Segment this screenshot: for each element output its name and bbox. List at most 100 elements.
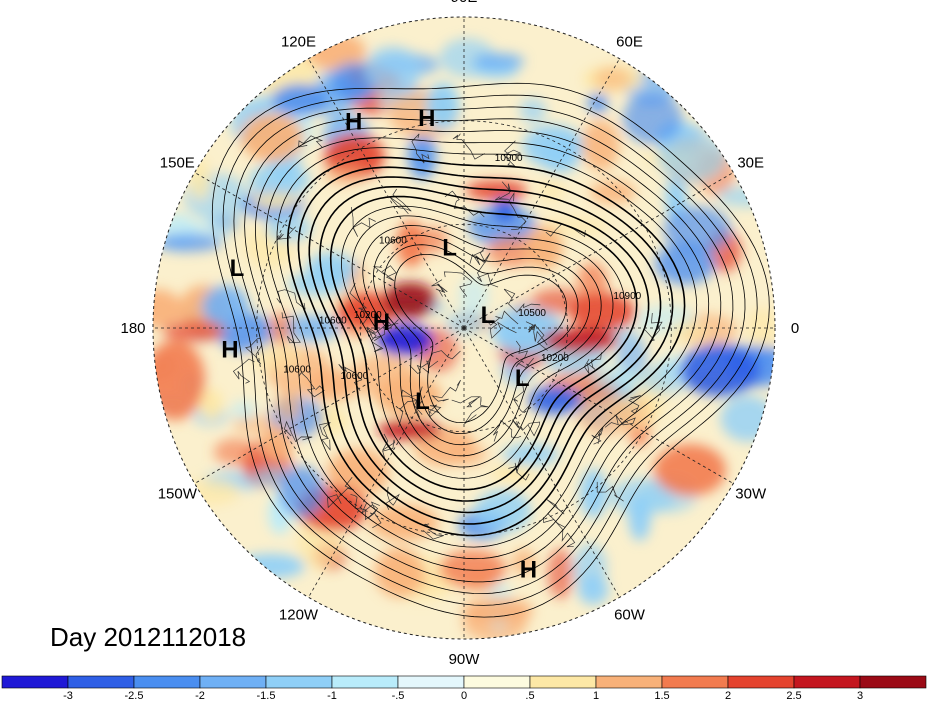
coastline-segment (473, 250, 499, 288)
coastline-segment (298, 135, 324, 148)
coastline-segment (596, 481, 624, 502)
contour-label: 10500 (518, 308, 546, 319)
longitude-label: 0 (791, 320, 799, 337)
anomaly-core (378, 420, 442, 440)
anomaly-patch (210, 214, 242, 233)
longitude-label: 150W (158, 486, 198, 503)
colorbar-tick-label: 2.5 (786, 690, 801, 702)
coastline-segment (452, 133, 485, 160)
anomaly-patch (519, 98, 547, 123)
anomaly-patch (153, 289, 182, 328)
coastline-segment (284, 420, 313, 443)
low-pressure-marker: L (515, 365, 530, 392)
coastline-segment (232, 358, 255, 384)
colorbar-swatch (793, 675, 861, 689)
longitude-label: 60E (616, 33, 643, 50)
contour-label: 10900 (613, 291, 641, 302)
anomaly-patch (426, 83, 460, 130)
anomaly-patch (445, 311, 487, 335)
coastline-segment (464, 396, 489, 425)
colorbar-tick-label: 1.5 (654, 690, 669, 702)
colorbar: -3 -2.5 -2 -1.5 -1 -.5 0 .5 1 1.5 2 2.5 3 (1, 675, 927, 702)
coastline-segment (444, 190, 485, 218)
high-pressure-marker: H (373, 309, 390, 336)
high-pressure-marker: H (418, 105, 435, 132)
colorbar-tick-label: -3 (63, 690, 73, 702)
meridian (308, 58, 465, 329)
coastline-segment (389, 188, 412, 215)
anomaly-core (542, 328, 618, 352)
coastline-segment (431, 379, 461, 402)
height-contour (394, 254, 567, 424)
colorbar-tick-label: 1 (593, 690, 599, 702)
anomaly-patch (154, 233, 223, 252)
colorbar-swatch (529, 675, 597, 689)
anomaly-patch (542, 216, 609, 237)
longitude-label: 60W (614, 607, 646, 624)
coastline-segment (494, 181, 512, 201)
anomaly-patch (472, 53, 525, 70)
coastline-segment (431, 279, 448, 297)
height-contour (254, 127, 722, 571)
anomaly-patch (720, 395, 775, 442)
low-pressure-marker: L (230, 255, 245, 282)
coastline-segment (543, 517, 576, 548)
anomaly-core (377, 324, 433, 356)
anomaly-patch (491, 464, 535, 482)
anomaly-patch (593, 67, 632, 91)
colorbar-swatch (595, 675, 663, 689)
anomaly-patch (337, 291, 397, 328)
anomaly-core (153, 340, 205, 420)
colorbar-swatch (265, 675, 333, 689)
coastline-segment (486, 310, 519, 326)
graticule (153, 17, 775, 639)
pressure-centers: H H L L H L H L L H (221, 105, 537, 583)
coastline-segment (349, 283, 370, 326)
anomaly-patch (657, 131, 727, 183)
longitude-label: 120W (279, 607, 319, 624)
anomaly-patch (581, 120, 620, 171)
low-pressure-marker: L (415, 388, 430, 415)
coastline-segment (427, 404, 442, 418)
contour-label: 10200 (354, 310, 382, 321)
contour-label: 10600 (319, 315, 347, 326)
colorbar-swatch (463, 675, 531, 689)
coastline-segment (276, 226, 296, 241)
meridian (463, 327, 620, 598)
coastline-segment (372, 265, 397, 282)
anomaly-patch (200, 388, 223, 422)
height-contour (351, 215, 614, 468)
coastline-segment (411, 133, 430, 164)
parallel (359, 223, 569, 433)
anomaly-patch (213, 438, 257, 466)
coastline-segment (644, 312, 663, 342)
coastline-segment (511, 419, 541, 437)
meridian (194, 327, 465, 484)
anomaly-patch (439, 550, 507, 589)
coastline-segment (469, 247, 491, 266)
anomaly-patch (511, 549, 536, 575)
contour-label: 10600 (340, 371, 368, 382)
coastline-segment (583, 352, 602, 374)
anomaly-patch (716, 185, 775, 208)
anomaly-patch (576, 395, 636, 436)
high-pressure-marker: H (345, 109, 362, 136)
longitude-label: 120E (281, 33, 316, 50)
map-boundary (152, 16, 776, 640)
coastline-segment (327, 476, 354, 509)
meridian (308, 327, 465, 598)
anomaly-patch (667, 320, 708, 342)
anomaly-patch (230, 400, 258, 421)
coastline-segment (512, 380, 532, 413)
anomaly-patch (236, 553, 305, 579)
colorbar-swatch (859, 675, 927, 689)
meridian (463, 58, 620, 329)
contour-labels: 10900 10600 10600 10200 10600 10200 10500 10900… (283, 153, 641, 382)
colorbar-tick-label: -2.5 (125, 690, 144, 702)
colorbar-tick-label: -1 (327, 690, 337, 702)
longitude-label: 90E (451, 0, 478, 6)
anomaly-core (272, 84, 328, 116)
longitude-label: 150E (160, 155, 195, 172)
height-contour (297, 166, 674, 525)
parallel (256, 120, 672, 536)
